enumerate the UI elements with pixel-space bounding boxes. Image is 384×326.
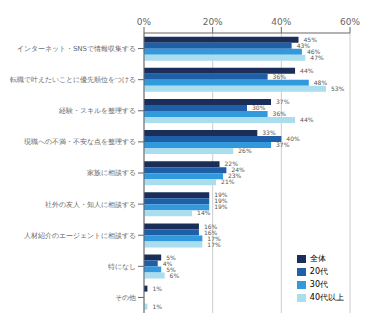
svg-text:44%: 44% — [300, 67, 314, 74]
svg-text:40%: 40% — [286, 135, 300, 143]
svg-text:26%: 26% — [238, 147, 252, 154]
svg-text:23%: 23% — [228, 172, 242, 180]
svg-text:21%: 21% — [221, 178, 235, 185]
svg-text:30%: 30% — [252, 104, 266, 111]
svg-text:19%: 19% — [214, 197, 228, 205]
svg-text:4%: 4% — [162, 259, 173, 267]
html-text:40代以上: 40代以上 — [309, 293, 344, 302]
svg-text:1%: 1% — [152, 303, 162, 310]
svg-text:家族に相談する: 家族に相談する — [87, 169, 136, 177]
svg-text:16%: 16% — [203, 222, 218, 230]
svg-text:44%: 44% — [300, 116, 314, 123]
svg-text:経験・スキルを整理する: 経験・スキルを整理する — [58, 107, 136, 115]
svg-text:転職で叶えたいことに優先順位をつける: 転職で叶えたいことに優先順位をつける — [10, 76, 136, 84]
html-text:全体: 全体 — [309, 254, 326, 263]
svg-text:37%: 37% — [276, 98, 290, 105]
svg-text:33%: 33% — [262, 129, 276, 136]
svg-text:社外の友人・知人に相談する: 社外の友人・知人に相談する — [45, 201, 136, 209]
svg-text:5%: 5% — [166, 253, 176, 261]
svg-text:16%: 16% — [203, 228, 218, 236]
svg-text:特になし: 特になし — [108, 263, 136, 271]
svg-text:6%: 6% — [170, 272, 180, 279]
svg-text:14%: 14% — [197, 209, 211, 216]
svg-text:19%: 19% — [214, 203, 228, 210]
svg-text:17%: 17% — [207, 241, 221, 248]
svg-text:53%: 53% — [331, 85, 345, 92]
html-text:20代: 20代 — [309, 267, 328, 276]
svg-text:人材紹介のエージェントに相談する: 人材紹介のエージェントに相談する — [24, 232, 136, 240]
svg-text:1%: 1% — [152, 285, 162, 292]
svg-text:20%: 20% — [203, 17, 223, 27]
svg-text:その他: その他 — [115, 294, 136, 302]
svg-text:36%: 36% — [273, 110, 287, 117]
svg-text:インターネット・SNSで情報収集する: インターネット・SNSで情報収集する — [17, 45, 136, 53]
svg-text:46%: 46% — [306, 47, 321, 55]
svg-text:36%: 36% — [273, 73, 287, 80]
svg-text:60%: 60% — [340, 17, 360, 27]
svg-text:24%: 24% — [231, 166, 245, 174]
svg-text:47%: 47% — [310, 54, 324, 61]
svg-text:22%: 22% — [224, 160, 238, 168]
svg-text:17%: 17% — [207, 234, 221, 242]
svg-text:45%: 45% — [303, 35, 317, 43]
svg-text:48%: 48% — [314, 79, 328, 86]
svg-text:37%: 37% — [276, 141, 290, 148]
svg-text:0%: 0% — [137, 17, 152, 27]
svg-text:19%: 19% — [214, 191, 228, 199]
svg-text:現職への不満・不安な点を整理する: 現職への不満・不安な点を整理する — [24, 138, 136, 146]
html-text:30代: 30代 — [309, 280, 328, 289]
svg-text:43%: 43% — [296, 41, 310, 49]
svg-text:40%: 40% — [271, 17, 291, 27]
svg-text:5%: 5% — [166, 265, 176, 273]
